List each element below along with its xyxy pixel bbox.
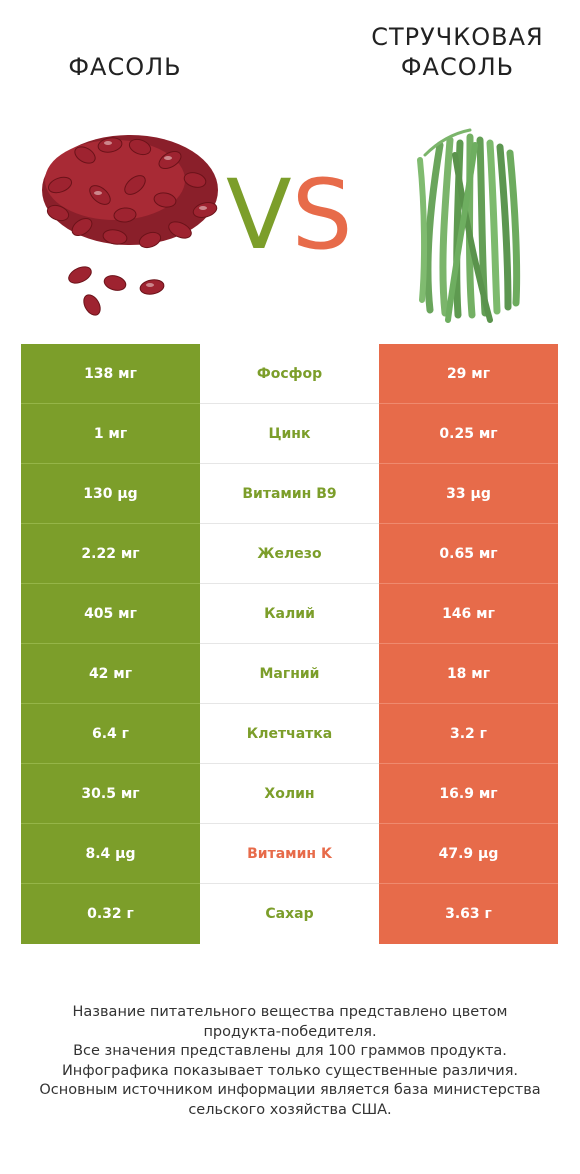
nutrient-name: Витамин K	[200, 824, 379, 884]
footer-line: Инфографика показывает только существенн…	[61, 1062, 519, 1079]
footer-line: сельского хозяйства США.	[188, 1101, 392, 1118]
footer-line: Название питательного вещества представл…	[72, 1004, 508, 1020]
left-food-title: Фасоль	[68, 53, 182, 81]
nutrient-name: Витамин B9	[200, 464, 379, 524]
right-value: 33 µg	[379, 464, 558, 524]
nutrient-name: Железо	[200, 524, 379, 584]
left-value: 1 мг	[21, 404, 200, 464]
vs-label: VS	[226, 155, 353, 275]
right-value: 47.9 µg	[379, 824, 558, 884]
left-value: 130 µg	[21, 464, 200, 524]
table-row: 130 µg Витамин B9 33 µg	[21, 464, 558, 524]
right-value: 3.63 г	[379, 884, 558, 944]
vs-v: V	[226, 159, 292, 271]
nutrient-name: Сахар	[200, 884, 379, 944]
left-value: 138 мг	[21, 344, 200, 404]
table-row: 30.5 мг Холин 16.9 мг	[21, 764, 558, 824]
right-value: 0.65 мг	[379, 524, 558, 584]
green-beans-image	[417, 128, 521, 323]
table-row: 42 мг Магний 18 мг	[21, 644, 558, 704]
table-row: 6.4 г Клетчатка 3.2 г	[21, 704, 558, 764]
right-value: 3.2 г	[379, 704, 558, 764]
footer-line: продукта-победителя.	[203, 1023, 377, 1040]
right-value: 29 мг	[379, 344, 558, 404]
comparison-table: 138 мг Фосфор 29 мг 1 мг Цинк 0.25 мг 13…	[21, 344, 558, 944]
hero-illustration	[42, 128, 521, 323]
nutrient-name: Холин	[200, 764, 379, 824]
left-value: 8.4 µg	[21, 824, 200, 884]
nutrient-name: Цинк	[200, 404, 379, 464]
table-row: 0.32 г Сахар 3.63 г	[21, 884, 558, 944]
nutrient-name: Калий	[200, 584, 379, 644]
left-value: 0.32 г	[21, 884, 200, 944]
table-row: 8.4 µg Витамин K 47.9 µg	[21, 824, 558, 884]
table-row: 2.22 мг Железо 0.65 мг	[21, 524, 558, 584]
nutrient-name: Магний	[200, 644, 379, 704]
nutrient-name: Фосфор	[200, 344, 379, 404]
footer-line: Все значения представлены для 100 граммо…	[73, 1043, 507, 1059]
left-value: 42 мг	[21, 644, 200, 704]
nutrient-name: Клетчатка	[200, 704, 379, 764]
right-food-title: Стручковая фасоль	[371, 23, 544, 81]
table-row: 405 мг Калий 146 мг	[21, 584, 558, 644]
footer-notes: Название питательного вещества представл…	[20, 1003, 560, 1120]
left-value: 405 мг	[21, 584, 200, 644]
right-value: 18 мг	[379, 644, 558, 704]
left-value: 6.4 г	[21, 704, 200, 764]
kidney-beans-image	[42, 135, 218, 316]
footer-line: Основным источником информации является …	[39, 1082, 541, 1098]
left-value: 30.5 мг	[21, 764, 200, 824]
right-value: 16.9 мг	[379, 764, 558, 824]
table-row: 1 мг Цинк 0.25 мг	[21, 404, 558, 464]
left-value: 2.22 мг	[21, 524, 200, 584]
right-value: 146 мг	[379, 584, 558, 644]
vs-s: S	[291, 159, 353, 271]
table-row: 138 мг Фосфор 29 мг	[21, 344, 558, 404]
right-value: 0.25 мг	[379, 404, 558, 464]
